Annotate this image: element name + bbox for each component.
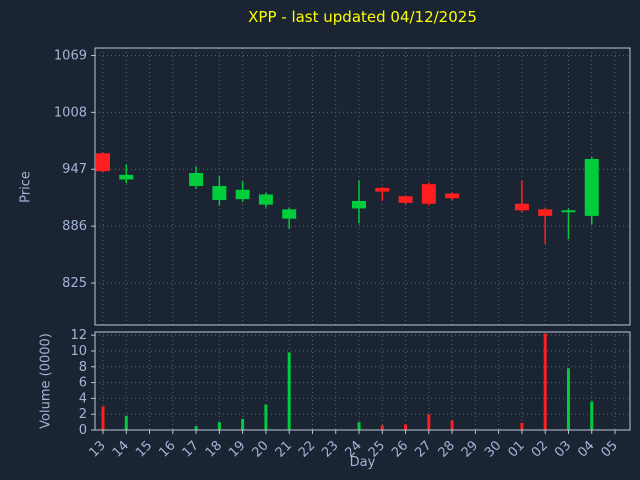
svg-text:19: 19 <box>226 438 248 460</box>
chart-title: XPP - last updated 04/12/2025 <box>248 8 477 26</box>
svg-text:8: 8 <box>79 360 87 375</box>
svg-text:10: 10 <box>70 344 87 359</box>
svg-text:16: 16 <box>156 438 178 460</box>
svg-text:1069: 1069 <box>54 48 87 63</box>
svg-text:15: 15 <box>133 438 155 460</box>
day-axis-label: Day <box>349 455 376 470</box>
svg-text:23: 23 <box>319 438 341 460</box>
svg-text:825: 825 <box>62 276 87 291</box>
svg-text:30: 30 <box>482 438 504 460</box>
svg-text:24: 24 <box>343 438 365 460</box>
svg-text:20: 20 <box>249 438 271 460</box>
svg-text:18: 18 <box>203 438 225 460</box>
svg-text:1008: 1008 <box>54 105 87 120</box>
svg-text:17: 17 <box>180 438 202 460</box>
svg-text:27: 27 <box>412 438 434 460</box>
svg-text:14: 14 <box>110 438 132 460</box>
svg-text:2: 2 <box>79 407 87 422</box>
svg-text:0: 0 <box>79 423 87 438</box>
svg-text:02: 02 <box>529 438 551 460</box>
svg-text:05: 05 <box>599 438 621 460</box>
svg-text:13: 13 <box>87 438 109 460</box>
svg-text:886: 886 <box>62 219 87 234</box>
svg-text:04: 04 <box>575 438 597 460</box>
svg-text:4: 4 <box>79 391 87 406</box>
svg-text:12: 12 <box>70 328 87 343</box>
svg-text:6: 6 <box>79 376 87 391</box>
svg-text:03: 03 <box>552 438 574 460</box>
svg-text:947: 947 <box>62 162 87 177</box>
svg-text:28: 28 <box>436 438 458 460</box>
svg-text:22: 22 <box>296 438 318 460</box>
svg-text:26: 26 <box>389 438 411 460</box>
svg-text:25: 25 <box>366 438 388 460</box>
svg-text:29: 29 <box>459 438 481 460</box>
svg-text:21: 21 <box>273 438 295 460</box>
svg-text:01: 01 <box>505 438 527 460</box>
